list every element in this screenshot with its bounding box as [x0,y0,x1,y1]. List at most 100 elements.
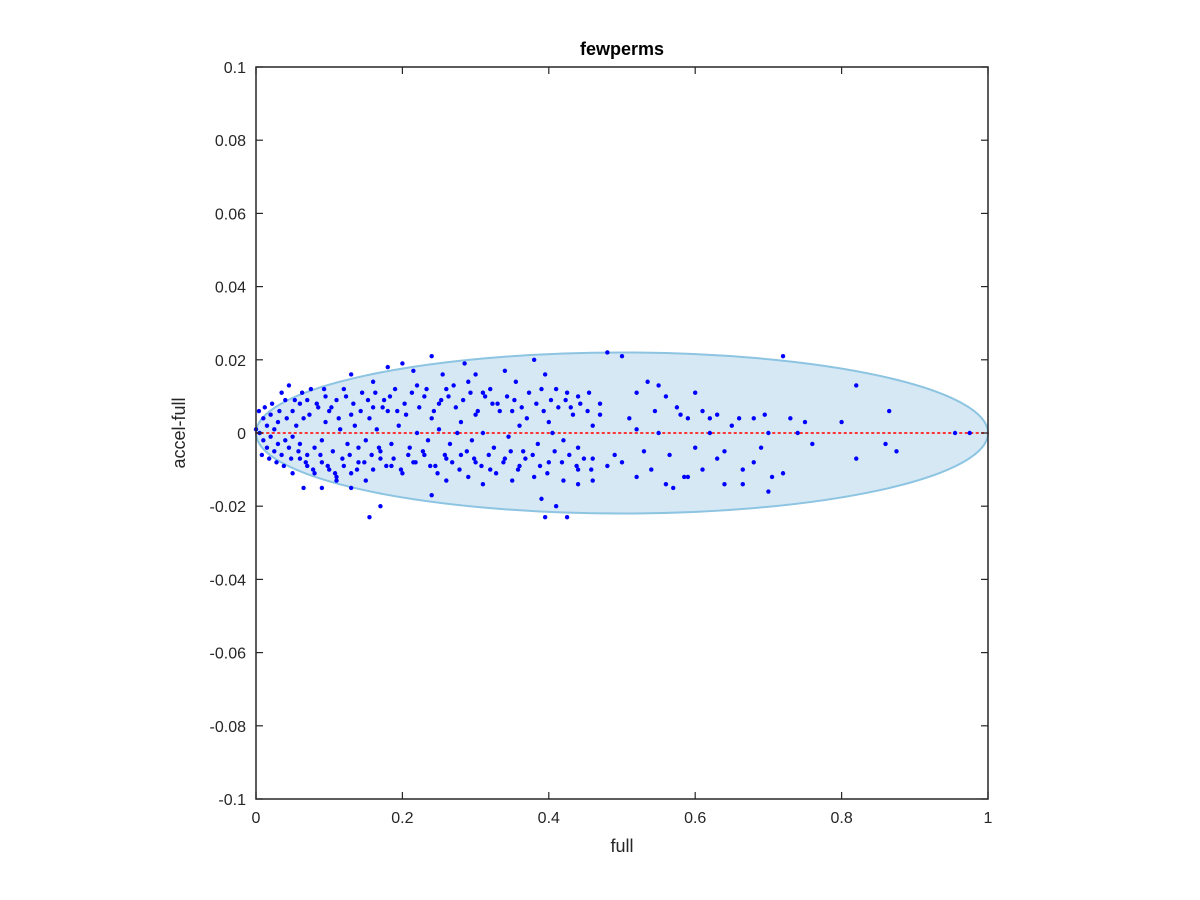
data-point [334,478,339,483]
data-point [354,467,360,472]
data-point [318,452,323,458]
data-point [766,430,771,436]
data-point [449,460,455,465]
data-point [520,449,526,454]
data-point [389,463,394,469]
data-point [272,449,277,454]
data-point [531,357,537,362]
data-point [619,460,625,465]
data-point [952,430,958,436]
data-point [722,482,727,487]
data-point [269,401,275,406]
data-point [264,445,270,450]
data-point [274,460,279,465]
data-point [546,460,551,465]
data-point [466,379,471,384]
data-point [693,390,698,395]
data-point [545,471,550,476]
data-point [534,401,539,406]
data-point [290,408,295,414]
data-point [340,456,345,461]
data-point [758,445,764,450]
data-point [330,449,336,454]
data-point [286,383,292,388]
data-point [780,353,786,359]
y-tick-label: 0.1 [224,60,246,77]
data-point [736,416,742,421]
data-point [575,482,581,487]
data-point [429,353,434,359]
data-point [526,390,532,395]
data-point [457,467,462,472]
data-point [810,441,815,447]
data-point [348,471,354,476]
data-point [370,379,376,384]
data-point [323,394,328,399]
data-point [363,478,368,483]
data-point [431,408,437,414]
data-point [299,390,305,395]
data-point [374,427,379,432]
data-point [451,383,456,388]
data-point [894,449,899,454]
data-point [329,405,334,410]
data-point [409,390,415,395]
data-point [590,423,595,428]
data-point [561,438,566,443]
data-point [634,474,639,480]
data-point [307,412,312,417]
data-point [436,401,442,406]
data-point [539,386,544,392]
data-point [762,412,767,417]
data-point [740,482,745,487]
data-point [663,394,669,399]
data-point [482,394,488,399]
x-tick-label: 0.8 [830,810,852,827]
data-point [327,408,332,414]
data-point [542,372,548,377]
data-point [290,434,295,439]
data-point [398,467,404,472]
data-point [539,496,544,502]
data-point [446,394,451,399]
data-point [325,463,330,469]
data-point [391,456,396,461]
data-point [305,452,310,458]
data-point [473,412,478,417]
data-point [605,463,610,469]
data-point [387,394,393,399]
data-point [541,408,546,414]
data-point [634,427,639,432]
data-point [402,401,407,406]
data-point [486,452,491,458]
data-point [378,504,383,509]
data-point [574,463,579,469]
data-point [542,514,548,520]
data-point [373,390,378,395]
data-point [261,416,266,421]
data-point [356,460,361,465]
data-point [428,463,433,469]
chart-title: fewperms [580,39,664,59]
data-point [380,405,385,410]
data-point [517,463,522,469]
data-point [358,408,363,414]
y-tick-label: -0.06 [210,646,247,663]
data-point [495,401,500,406]
data-point [378,449,383,454]
data-point [385,364,390,370]
data-point [510,478,515,483]
data-point [348,412,354,417]
data-point [517,423,522,428]
y-tick-label: 0.08 [215,133,246,150]
data-point [319,460,325,465]
data-point [652,408,658,414]
data-point [435,471,440,476]
data-point [480,390,486,395]
data-point [305,397,310,403]
data-point [327,467,332,472]
data-point [839,419,844,425]
data-point [553,504,559,509]
data-point [297,441,303,447]
data-point [508,449,513,454]
